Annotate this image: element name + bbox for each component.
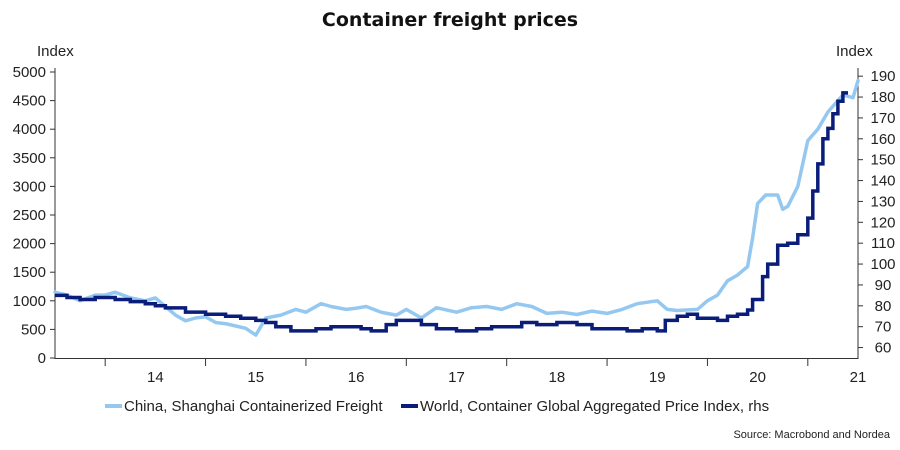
left-y-tick-label: 1500: [13, 264, 46, 281]
x-tick-label: 20: [749, 369, 766, 386]
left-y-tick-label: 5000: [13, 64, 46, 81]
x-tick-label: 18: [549, 369, 566, 386]
right-y-tick-label: 160: [870, 131, 895, 148]
x-tick-label: 16: [348, 369, 365, 386]
left-axis-label: Index: [37, 43, 74, 60]
left-y-tick-label: 2000: [13, 236, 46, 253]
left-y-tick-label: 3000: [13, 178, 46, 195]
x-tick-label: 19: [649, 369, 666, 386]
right-y-tick-label: 150: [870, 152, 895, 169]
left-y-tick-label: 1000: [13, 293, 46, 310]
right-y-axis: 60 70 80 90 100 110 120 130 140 150 160 170 180 190: [858, 68, 896, 357]
series-line-china-shanghai: [53, 78, 860, 337]
legend-label-china: China, Shanghai Containerized Freight: [124, 398, 383, 415]
right-axis-label: Index: [836, 43, 873, 60]
legend: China, Shanghai Containerized Freight Wo…: [105, 398, 769, 415]
series-line-world-container-index: [55, 91, 848, 333]
right-y-tick-label: 60: [875, 340, 892, 357]
x-tick-label: 15: [247, 369, 264, 386]
right-y-tick-label: 120: [870, 214, 895, 231]
right-y-tick-label: 180: [870, 89, 895, 106]
x-tick-label: 17: [448, 369, 465, 386]
right-y-tick-label: 190: [870, 68, 895, 85]
chart-title: Container freight prices: [322, 9, 578, 31]
x-tick-label: 14: [147, 369, 164, 386]
left-y-tick-label: 3500: [13, 150, 46, 167]
x-tick-label: 21: [850, 369, 867, 386]
right-y-tick-label: 100: [870, 256, 895, 273]
right-y-tick-label: 170: [870, 110, 895, 127]
x-axis: 14 15 16 17 18 19 20 21: [104, 358, 867, 386]
left-y-tick-label: 500: [21, 321, 46, 338]
left-y-axis: 0 500 1000 1500 2000 2500 3000 3500 4000 4500 5000: [13, 64, 55, 367]
left-y-tick-label: 2500: [13, 207, 46, 224]
right-y-tick-label: 140: [870, 173, 895, 190]
legend-label-world: World, Container Global Aggregated Price…: [420, 398, 769, 415]
left-y-tick-label: 4000: [13, 121, 46, 138]
right-y-tick-label: 80: [875, 298, 892, 315]
right-y-tick-label: 110: [871, 235, 895, 252]
left-y-tick-label: 4500: [13, 93, 46, 110]
source-note: Source: Macrobond and Nordea: [733, 429, 890, 441]
right-y-tick-label: 70: [875, 319, 892, 336]
right-y-tick-label: 130: [870, 193, 895, 210]
right-y-tick-label: 90: [875, 277, 892, 294]
left-y-tick-label: 0: [38, 350, 46, 367]
